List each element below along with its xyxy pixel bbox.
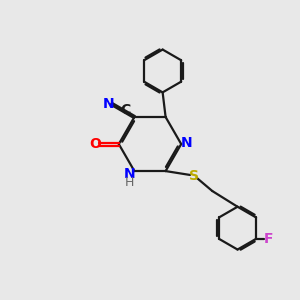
Text: N: N	[181, 136, 192, 150]
Text: N: N	[124, 167, 136, 181]
Text: N: N	[103, 97, 115, 111]
Text: H: H	[125, 176, 135, 189]
Text: S: S	[189, 169, 199, 182]
Text: F: F	[264, 232, 273, 246]
Text: O: O	[89, 137, 101, 151]
Text: C: C	[120, 103, 130, 117]
